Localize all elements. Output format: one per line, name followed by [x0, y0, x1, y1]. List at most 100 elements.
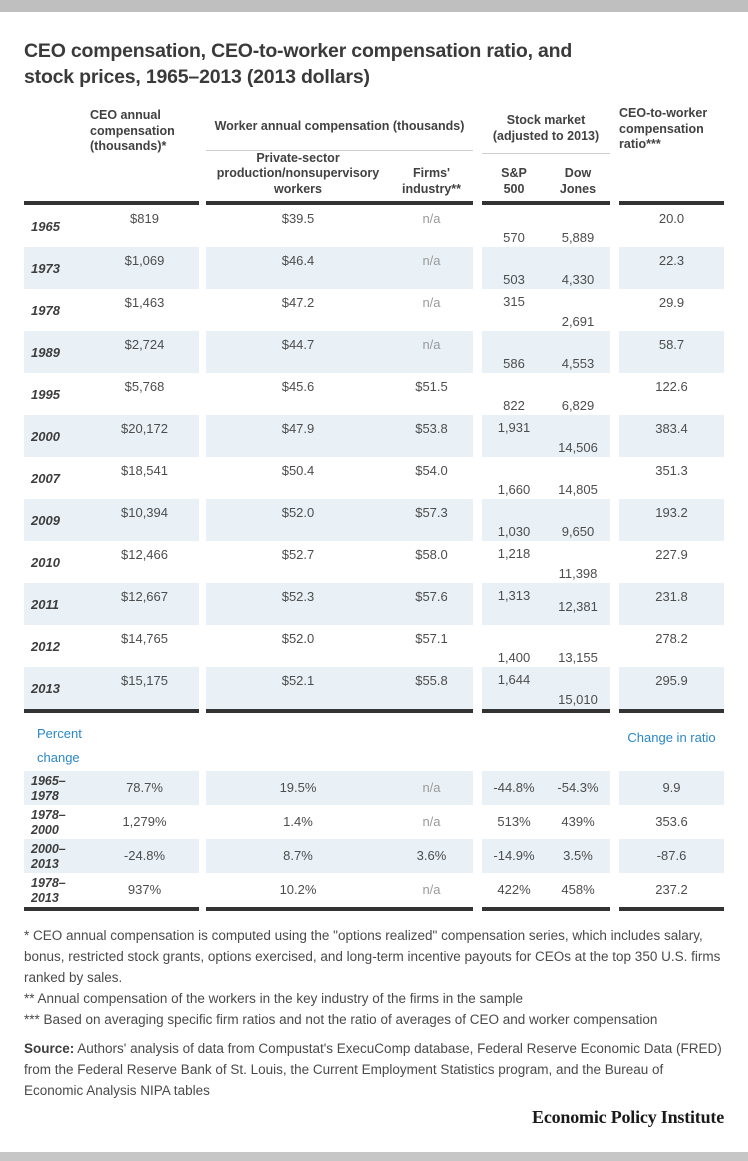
percent-change-body: 1965– 1978 78.7% 19.5% n/a -44.8% -54.3% 9.9 197… — [0, 771, 748, 907]
private-sector-cell: $52.1 — [281, 673, 315, 688]
firms-industry-cell: $58.0 — [415, 547, 448, 562]
year-cell: 2013 — [31, 680, 60, 696]
private-sector-cell: $47.9 — [281, 421, 315, 436]
row-block-stock: 1,644 15,010 — [482, 667, 610, 709]
year-cell: 2012 — [31, 638, 60, 654]
row-block-stock: 503 4,330 — [482, 247, 610, 289]
column-gap — [473, 541, 482, 583]
private-sector-cell: $50.4 — [281, 463, 315, 478]
table-row: 1978– 2000 1,279% 1.4% n/a 513% 439% 353.6 — [24, 805, 724, 839]
row-block-stock: 422% 458% — [482, 873, 610, 907]
dow-jones-header: Dow Jones — [559, 166, 597, 196]
column-gap — [610, 583, 619, 625]
ratio-cell: 295.9 — [655, 673, 688, 688]
ceo-compensation-cell: $20,172 — [121, 421, 168, 436]
row-block-ratio: 295.9 — [619, 667, 724, 709]
column-gap — [199, 839, 206, 873]
firms-industry-cell: n/a — [422, 337, 441, 352]
row-block-year-ceo: 1978– 2013 937% — [24, 873, 199, 907]
column-gap — [199, 205, 206, 247]
column-gap — [610, 667, 619, 709]
percent-change-label: Percent change — [37, 726, 82, 765]
column-gap — [473, 373, 482, 415]
dow-jones-cell: 14,506 — [558, 440, 598, 455]
column-gap — [610, 289, 619, 331]
dow-jones-cell: 4,553 — [561, 356, 595, 371]
sp500-cell: 1,660 — [497, 482, 531, 497]
row-block-stock: 822 6,829 — [482, 373, 610, 415]
ceo-compensation-cell: $12,667 — [121, 589, 168, 604]
year-cell: 2011 — [31, 596, 59, 612]
row-block-ratio: 193.2 — [619, 499, 724, 541]
year-column-spacer — [24, 104, 90, 201]
ratio-cell: 29.9 — [658, 295, 685, 310]
column-gap — [199, 583, 206, 625]
firms-industry-cell: n/a — [422, 253, 441, 268]
private-sector-cell: $46.4 — [281, 253, 315, 268]
dow-jones-cell: 14,805 — [558, 482, 598, 497]
year-cell: 1978 — [31, 302, 60, 318]
column-gap — [473, 415, 482, 457]
private-sector-cell: $39.5 — [281, 211, 315, 226]
sp500-cell: 1,644 — [497, 672, 531, 687]
column-gap — [199, 805, 206, 839]
ceo-compensation-cell: $5,768 — [124, 379, 165, 394]
dow-jones-cell: 15,010 — [558, 692, 598, 707]
row-block-year-ceo: 2012 $14,765 — [24, 625, 199, 667]
dow-jones-cell: 13,155 — [558, 650, 598, 665]
table-header: CEO annual compensation (thousands)* Wor… — [24, 104, 724, 201]
firms-industry-cell: $51.5 — [415, 379, 448, 394]
private-sector-cell: $52.0 — [281, 505, 315, 520]
column-gap — [473, 625, 482, 667]
row-block-worker: $47.9 $53.8 — [206, 415, 473, 457]
column-gap — [473, 667, 482, 709]
column-gap — [473, 839, 482, 873]
column-gap — [610, 805, 619, 839]
dow-jones-cell: 3.5% — [563, 848, 593, 863]
year-cell: 2007 — [31, 470, 60, 486]
table-row: 2011 $12,667 $52.3 $57.6 1,313 12,381 231.8 — [24, 583, 724, 625]
source-label: Source: — [24, 1041, 75, 1056]
sp500-cell: 586 — [503, 356, 525, 371]
row-block-ratio: 122.6 — [619, 373, 724, 415]
row-block-worker: $52.3 $57.6 — [206, 583, 473, 625]
sp500-cell: 1,218 — [497, 546, 531, 561]
year-cell: 2000 — [31, 428, 60, 444]
column-gap — [610, 331, 619, 373]
row-block-ratio: 237.2 — [619, 873, 724, 907]
private-sector-cell: $47.2 — [281, 295, 315, 310]
ratio-cell: 237.2 — [655, 882, 688, 897]
row-block-ratio: 9.9 — [619, 771, 724, 805]
table-body: 1965 $819 $39.5 n/a 570 5,889 20.0 1973 $1,069 $4… — [0, 205, 748, 709]
private-sector-cell: $52.7 — [281, 547, 315, 562]
row-block-stock: 1,931 14,506 — [482, 415, 610, 457]
row-block-worker: $45.6 $51.5 — [206, 373, 473, 415]
column-gap — [610, 373, 619, 415]
ceo-compensation-cell: 1,279% — [122, 814, 167, 829]
row-block-ratio: -87.6 — [619, 839, 724, 873]
title-line-2: stock prices, 1965–2013 (2013 dollars) — [24, 66, 370, 88]
column-gap — [199, 289, 206, 331]
row-block-year-ceo: 2010 $12,466 — [24, 541, 199, 583]
row-block-stock: 586 4,553 — [482, 331, 610, 373]
ceo-compensation-cell: $15,175 — [121, 673, 168, 688]
ceo-compensation-cell: $18,541 — [121, 463, 168, 478]
period-cell: 1978– 2013 — [31, 876, 66, 905]
ceo-compensation-cell: 937% — [127, 882, 162, 897]
footnote-2: ** Annual compensation of the workers in… — [24, 991, 524, 1006]
ceo-compensation-cell: $10,394 — [121, 505, 168, 520]
firms-industry-cell: $57.6 — [415, 589, 448, 604]
column-gap — [610, 205, 619, 247]
sp500-cell: 822 — [503, 398, 525, 413]
table-row: 2012 $14,765 $52.0 $57.1 1,400 13,155 278.2 — [24, 625, 724, 667]
column-gap — [473, 331, 482, 373]
year-cell: 2010 — [31, 554, 60, 570]
row-block-stock: -44.8% -54.3% — [482, 771, 610, 805]
epi-logo: Economic Policy Institute — [532, 1107, 724, 1127]
column-gap — [199, 625, 206, 667]
column-gap — [610, 499, 619, 541]
firms-industry-cell: $57.3 — [415, 505, 448, 520]
column-gap — [473, 289, 482, 331]
ceo-compensation-cell: $2,724 — [124, 337, 165, 352]
worker-group-header: Worker annual compensation (thousands) — [206, 104, 473, 151]
